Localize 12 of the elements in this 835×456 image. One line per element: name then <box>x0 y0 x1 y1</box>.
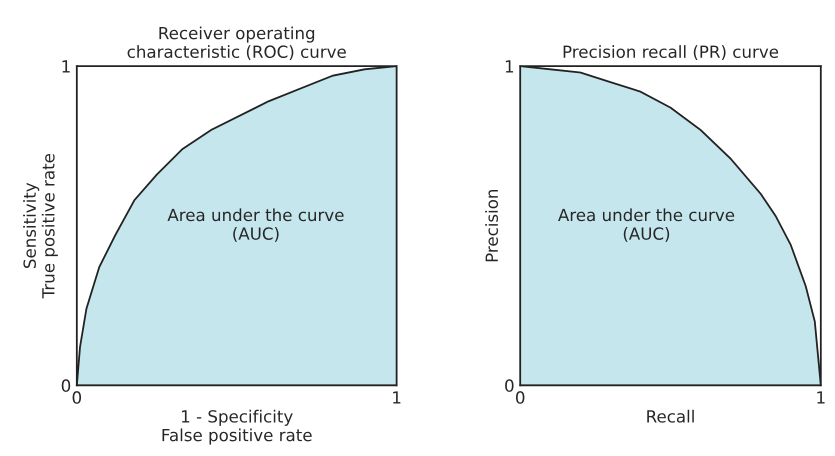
chart-title: Precision recall (PR) curve <box>564 45 778 60</box>
x-axis-title: 1 - Specificity False positive rate <box>162 410 312 445</box>
x-tick-label: 0 <box>72 391 82 404</box>
y-axis-title: Sensitivity True positive rate <box>23 154 58 298</box>
chart-title: Receiver operating characteristic (ROC) curve <box>128 26 346 60</box>
x-tick-label: 0 <box>516 391 524 404</box>
x-axis-title: Recall <box>647 410 694 423</box>
x-tick-label: 1 <box>817 391 825 404</box>
x-tick-label: 1 <box>393 391 400 404</box>
y-axis-title: Precision <box>485 190 498 262</box>
annotation: Area under the curve (AUC) <box>558 208 734 242</box>
annotation: Area under the curve (AUC) <box>167 208 344 242</box>
